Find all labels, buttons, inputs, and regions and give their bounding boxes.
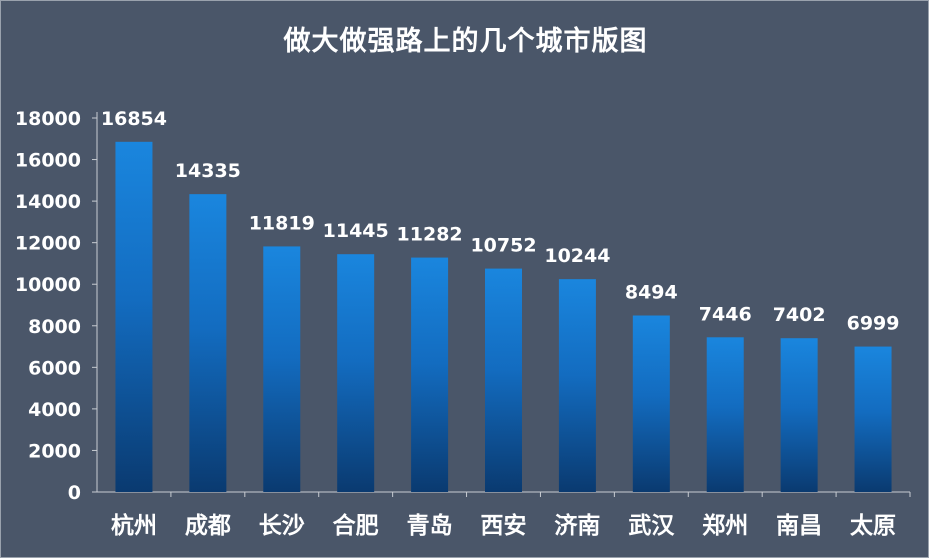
x-tick-label: 合肥	[333, 512, 379, 539]
y-tick-label: 10000	[15, 274, 81, 296]
bar	[706, 337, 744, 492]
bar	[115, 141, 153, 492]
bar	[485, 268, 522, 492]
bars	[115, 141, 892, 492]
x-tick-label: 西安	[481, 512, 527, 539]
bar	[411, 257, 449, 492]
data-label: 7402	[773, 304, 826, 326]
data-label: 10244	[544, 245, 610, 267]
chart-title: 做大做强路上的几个城市版图	[283, 26, 648, 57]
axes: 0 2000 4000 6000 8000 10000 12000 14000 16000 180…	[15, 108, 911, 539]
y-tick-label: 18000	[15, 108, 81, 130]
bar	[854, 346, 892, 492]
x-tick-label: 济南	[554, 512, 600, 539]
data-label: 11282	[397, 224, 463, 246]
data-label: 8494	[625, 282, 678, 304]
y-tick-label: 12000	[15, 233, 81, 255]
data-label: 11445	[323, 220, 389, 242]
y-tick-label: 4000	[28, 399, 81, 421]
x-tick-label: 武汉	[628, 513, 675, 539]
y-tick-label: 14000	[15, 191, 81, 213]
bar	[337, 254, 375, 492]
y-tick-label: 2000	[28, 440, 81, 462]
y-tick-label: 0	[68, 482, 81, 504]
y-tick-label: 16000	[15, 150, 81, 172]
data-label: 10752	[470, 235, 536, 257]
bar	[263, 246, 301, 492]
data-label: 6999	[847, 313, 900, 335]
y-tick-label: 6000	[28, 357, 81, 379]
data-labels: 16854 14335 11819 11445 11282 10752 10244 8494 7…	[101, 108, 900, 335]
x-tick-label: 南昌	[776, 513, 822, 539]
x-tick-label: 长沙	[259, 513, 305, 539]
bar	[780, 338, 818, 492]
bar	[558, 279, 596, 492]
data-label: 16854	[101, 108, 167, 130]
x-tick-label: 太原	[850, 513, 896, 539]
data-label: 14335	[175, 160, 241, 182]
bar	[189, 194, 227, 492]
data-label: 7446	[699, 303, 752, 325]
x-tick-label: 郑州	[702, 513, 748, 539]
x-tick-label: 成都	[185, 513, 231, 539]
x-tick-label: 青岛	[407, 512, 453, 539]
data-label: 11819	[249, 212, 315, 234]
y-tick-label: 8000	[28, 316, 81, 338]
bar	[632, 315, 670, 492]
x-tick-label: 杭州	[111, 512, 157, 539]
